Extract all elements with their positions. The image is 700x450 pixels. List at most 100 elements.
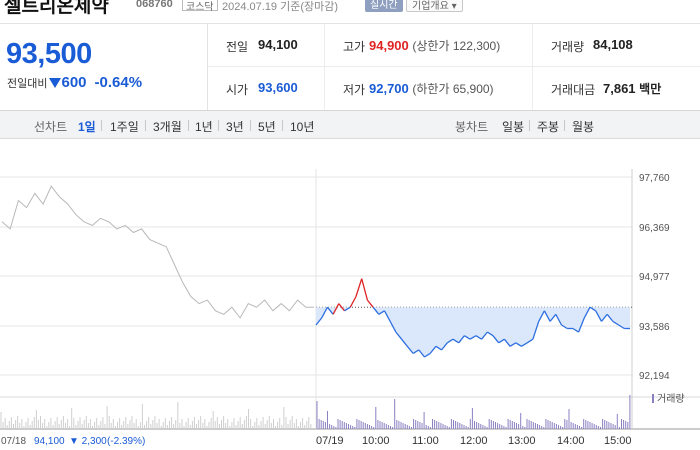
x-tick-label: 15:00 — [604, 435, 632, 447]
candle-weekly[interactable]: 주봉 — [537, 120, 560, 134]
period-1y[interactable]: 1년 — [195, 120, 213, 134]
period-1d[interactable]: 1일 — [78, 120, 96, 134]
high-value: 94,900 — [369, 38, 409, 53]
price-segment-down — [538, 310, 545, 322]
price-segment-down — [515, 342, 522, 347]
prev-close-label: 전일 — [226, 40, 249, 54]
prev-close-value: 94,100 — [258, 37, 298, 52]
x-tick-label: 10:00 — [362, 435, 390, 447]
price-segment-down — [600, 313, 608, 322]
volume-bars — [0, 395, 631, 429]
price-segment-down — [606, 313, 614, 322]
period-1w[interactable]: 1주일 — [110, 120, 139, 134]
period-3y[interactable]: 3년 — [226, 120, 244, 134]
price-segment-down — [378, 310, 385, 315]
price-segment-down — [418, 349, 426, 358]
prev-day-change-pct: (-2.39%) — [107, 436, 145, 447]
separator — [101, 120, 102, 131]
chart-period-toolbar: 선차트 1일 1주일 3개월 1년 3년 5년 10년 봉차트 일봉 주봉 월봉 — [0, 111, 700, 139]
below-close-area — [316, 307, 630, 357]
high-cell: 고가 94,900 (상한가 122,300) — [324, 24, 532, 67]
open-label: 시가 — [226, 83, 249, 97]
price-segment-down — [543, 310, 551, 322]
price-segment-down — [435, 345, 442, 351]
amount-cell: 거래대금 7,861 백만 — [532, 67, 700, 110]
as-of-date: 2024.07.19 기준(장마감) — [222, 1, 339, 13]
previous-day-line — [1, 185, 314, 319]
price-segment-up — [338, 303, 346, 312]
separator — [145, 120, 146, 131]
price-segment-down — [321, 306, 328, 319]
amount-unit: 백만 — [639, 82, 662, 96]
line-chart-label: 선차트 — [34, 120, 68, 134]
x-tick-label: 11:00 — [412, 435, 439, 447]
candle-daily[interactable]: 일봉 — [502, 120, 525, 134]
x-axis-labels: 07/19 10:00 11:00 12:00 13:00 14:00 15:0… — [316, 435, 632, 447]
price-segment-down — [612, 320, 619, 326]
price-segment-down — [572, 327, 579, 333]
volume-legend: 거래량 — [652, 393, 685, 405]
price-segment-down — [618, 324, 625, 330]
candle-chart-label: 봉차트 — [455, 120, 489, 134]
x-tick-label: 13:00 — [508, 435, 536, 447]
separator — [218, 120, 219, 131]
change-amount: 600 — [61, 74, 87, 91]
price-segment-down — [344, 306, 351, 312]
price-segment-down — [595, 310, 603, 322]
prev-close-cell: 전일 94,100 — [208, 24, 324, 67]
price-segment-down — [549, 313, 557, 322]
price-segment-down — [441, 342, 448, 351]
price-segment-down — [458, 335, 465, 344]
low-label: 저가 — [343, 83, 366, 97]
volume-legend-swatch — [652, 394, 654, 403]
price-segment-down — [469, 335, 477, 340]
price-segment-up — [349, 296, 357, 308]
realtime-button[interactable]: 실시간 — [365, 0, 403, 12]
current-price-box: 93,500 전일대비 600 -0.64% — [0, 24, 208, 110]
price-segment-down — [509, 342, 517, 347]
company-name: 셀트리온제약 — [4, 0, 109, 17]
price-segment-down — [577, 317, 585, 333]
price-change: 전일대비 600 -0.64% — [7, 74, 142, 91]
price-segment-down — [561, 324, 568, 330]
price-segment-down — [401, 338, 408, 347]
y-tick-label: 93,586 — [639, 322, 670, 333]
previous-day-footer: 07/18 94,100 ▼ 2,300 (-2.39%) — [1, 436, 145, 447]
price-segment-down — [526, 338, 534, 344]
open-value: 93,600 — [258, 80, 298, 95]
price-series-layer — [1, 185, 632, 358]
price-segment-down — [532, 321, 540, 340]
prev-day-close: 94,100 — [34, 436, 65, 447]
prev-day-change: ▼ 2,300 — [69, 436, 107, 447]
separator — [188, 120, 189, 131]
separator — [250, 120, 251, 131]
separator — [564, 120, 565, 131]
price-segment-up — [366, 299, 374, 308]
price-segment-down — [464, 335, 471, 340]
price-segment-down — [452, 338, 460, 344]
price-segment-up — [332, 303, 340, 315]
period-3m[interactable]: 3개월 — [153, 120, 182, 134]
price-segment-up — [361, 278, 369, 301]
price-segment-down — [446, 338, 454, 344]
x-tick-label: 07/19 — [316, 435, 344, 447]
market-badge: 코스닥 — [182, 0, 218, 13]
company-info-dropdown[interactable]: 기업개요 ▾ — [406, 0, 463, 12]
period-10y[interactable]: 10년 — [290, 120, 315, 134]
price-segment-up — [355, 278, 363, 297]
high-label: 고가 — [343, 40, 366, 54]
separator — [282, 120, 283, 131]
intraday-price-chart[interactable]: 97,760 96,369 94,977 93,586 92,194 거래량 0… — [0, 139, 700, 450]
price-segment-down — [498, 338, 505, 344]
price-segment-down — [383, 310, 391, 322]
lower-limit: (하한가 65,900) — [412, 82, 494, 96]
y-tick-label: 96,369 — [639, 223, 670, 234]
price-segment-down — [429, 345, 437, 354]
y-tick-label: 94,977 — [639, 272, 670, 283]
price-segment-down — [389, 321, 397, 333]
candle-monthly[interactable]: 월봉 — [572, 120, 595, 134]
period-5y[interactable]: 5년 — [258, 120, 276, 134]
volume-cell: 거래량 84,108 — [532, 24, 700, 67]
price-segment-down — [555, 313, 563, 326]
volume-value: 84,108 — [593, 37, 633, 52]
